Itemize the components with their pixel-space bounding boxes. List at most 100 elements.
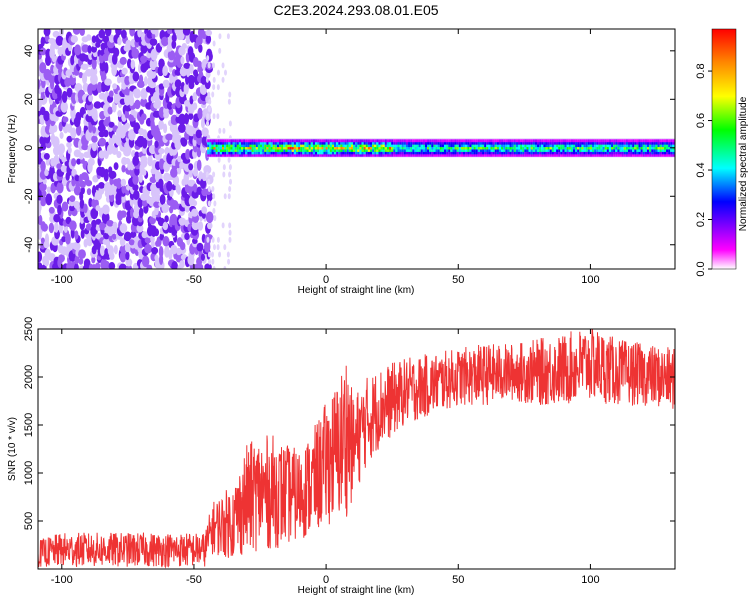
noise-cell	[38, 151, 42, 160]
band-cell	[287, 151, 291, 155]
band-cell	[630, 141, 634, 145]
faint-cell	[227, 193, 231, 200]
noise-cell	[188, 163, 194, 171]
faint-cell	[212, 40, 216, 47]
band-cell	[378, 146, 382, 150]
noise-cell	[180, 56, 185, 65]
band-cell	[372, 151, 376, 155]
noise-cell	[125, 214, 132, 224]
band-cell	[553, 139, 557, 143]
noise-cell	[129, 29, 136, 37]
band-cell	[211, 141, 215, 145]
noise-cell	[201, 206, 208, 214]
noise-cell	[167, 50, 176, 61]
band-cell	[215, 153, 219, 157]
band-cell	[427, 144, 431, 148]
noise-cell	[170, 73, 178, 83]
noise-cell	[134, 151, 140, 159]
band-cell	[346, 153, 350, 157]
band-cell	[293, 151, 297, 155]
band-cell	[397, 146, 401, 150]
band-cell	[226, 144, 230, 148]
noise-cell	[95, 218, 102, 225]
band-cell	[391, 141, 395, 145]
faint-cell	[208, 258, 212, 265]
band-cell	[625, 151, 629, 155]
band-cell	[365, 151, 369, 155]
band-cell	[281, 149, 285, 152]
band-cell	[632, 146, 636, 150]
band-cell	[234, 144, 238, 148]
band-cell	[596, 144, 600, 148]
band-cell	[253, 139, 257, 143]
band-cell	[293, 141, 297, 145]
band-cell	[399, 151, 403, 155]
band-cell	[553, 141, 557, 145]
band-cell	[249, 149, 253, 152]
band-cell	[365, 139, 369, 143]
band-cell	[334, 151, 338, 155]
band-cell	[619, 141, 623, 145]
band-cell	[391, 139, 395, 143]
band-cell	[621, 139, 625, 143]
band-cell	[435, 139, 439, 143]
band-cell	[443, 139, 447, 143]
band-cell	[581, 149, 585, 152]
noise-cell	[41, 190, 47, 197]
noise-cell	[45, 193, 53, 206]
band-cell	[558, 139, 562, 143]
band-cell	[505, 141, 509, 145]
band-cell	[397, 153, 401, 157]
band-cell	[524, 144, 528, 148]
band-cell	[251, 153, 255, 157]
band-cell	[452, 151, 456, 155]
band-cell	[211, 151, 215, 155]
band-cell	[484, 149, 488, 152]
colorbar-tick-label: 0.0	[695, 261, 707, 276]
band-cell	[661, 141, 665, 145]
band-cell	[634, 144, 638, 148]
band-cell	[323, 139, 327, 143]
band-cell	[549, 146, 553, 150]
band-cell	[606, 141, 610, 145]
band-cell	[617, 144, 621, 148]
band-cell	[568, 139, 572, 143]
band-cell	[410, 149, 414, 152]
band-cell	[651, 141, 655, 145]
noise-cell	[85, 179, 93, 187]
band-cell	[262, 144, 266, 148]
band-cell	[281, 141, 285, 145]
band-cell	[547, 151, 551, 155]
band-cell	[577, 141, 581, 145]
band-cell	[209, 139, 213, 143]
band-cell	[566, 153, 570, 157]
band-cell	[608, 139, 612, 143]
band-cell	[596, 146, 600, 150]
band-cell	[353, 149, 357, 152]
noise-cell	[112, 83, 117, 90]
band-cell	[636, 146, 640, 150]
band-cell	[342, 149, 346, 152]
faint-cell	[218, 251, 222, 258]
faint-cell	[221, 62, 225, 69]
band-cell	[213, 153, 217, 157]
noise-cell	[154, 140, 159, 148]
band-cell	[501, 151, 505, 155]
band-cell	[399, 139, 403, 143]
band-cell	[653, 144, 657, 148]
band-cell	[537, 149, 541, 152]
band-cell	[488, 149, 492, 152]
band-cell	[627, 139, 631, 143]
band-cell	[274, 141, 278, 145]
band-cell	[545, 139, 549, 143]
band-cell	[374, 153, 378, 157]
band-cell	[213, 141, 217, 145]
band-cell	[408, 153, 412, 157]
band-cell	[636, 151, 640, 155]
band-cell	[621, 146, 625, 150]
band-cell	[589, 153, 593, 157]
band-cell	[338, 151, 342, 155]
band-cell	[501, 149, 505, 152]
band-cell	[287, 139, 291, 143]
band-cell	[228, 139, 232, 143]
